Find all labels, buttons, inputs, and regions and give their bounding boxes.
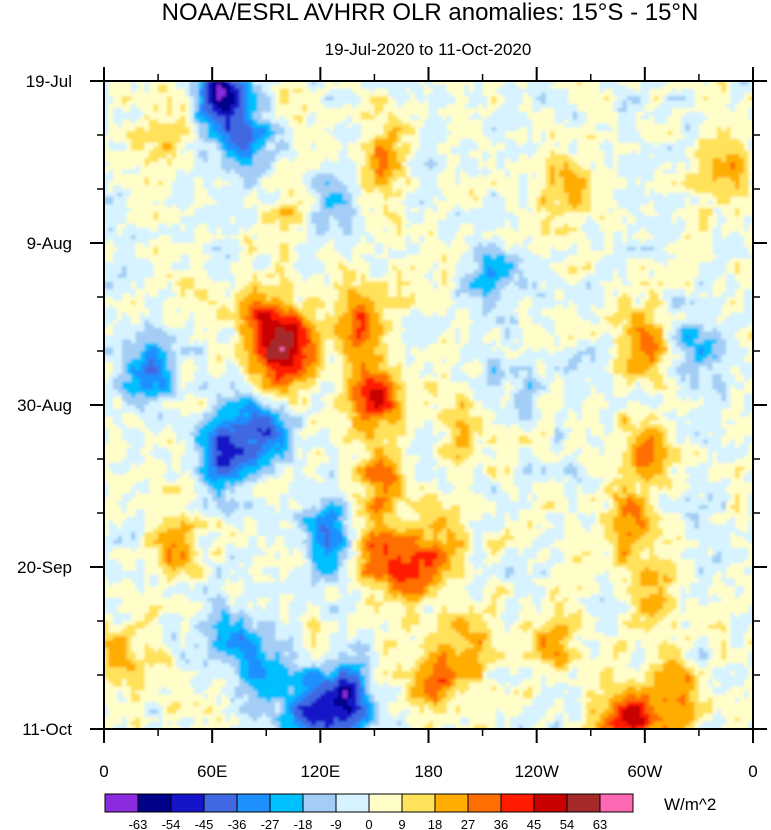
colorbar-swatch — [567, 794, 600, 812]
colorbar-level-label: -9 — [330, 817, 342, 830]
y-tick-label: 19-Jul — [26, 72, 72, 91]
colorbar-level-label: 63 — [593, 817, 607, 830]
colorbar: -63 -54 -45 -36 -27 -18 -9 0 9 18 27 36 45 54 63 — [105, 794, 633, 830]
colorbar-level-label: -54 — [162, 817, 181, 830]
x-tick-label: 0 — [748, 762, 757, 781]
colorbar-level-label: 18 — [428, 817, 442, 830]
colorbar-level-label: -45 — [195, 817, 214, 830]
colorbar-swatch — [105, 794, 138, 812]
colorbar-swatch — [138, 794, 171, 812]
x-tick-label: 0 — [99, 762, 108, 781]
colorbar-swatch — [171, 794, 204, 812]
y-tick-label: 20-Sep — [17, 558, 72, 577]
colorbar-swatch — [600, 794, 633, 812]
hovmoller-chart: 0 60E 120E 180 120W 60W 019-Jul9-Aug30-Aug20-S… — [0, 0, 771, 830]
x-tick-label: 60E — [197, 762, 227, 781]
x-tick-label: 120W — [514, 762, 558, 781]
colorbar-swatch — [336, 794, 369, 812]
colorbar-swatch — [369, 794, 402, 812]
anomaly-field — [104, 81, 754, 730]
colorbar-level-label: 36 — [494, 817, 508, 830]
colorbar-level-label: 45 — [527, 817, 541, 830]
colorbar-units: W/m^2 — [664, 795, 716, 815]
colorbar-level-label: 9 — [398, 817, 405, 830]
colorbar-swatch — [468, 794, 501, 812]
colorbar-swatch — [435, 794, 468, 812]
colorbar-level-label: 54 — [560, 817, 574, 830]
colorbar-level-label: -27 — [261, 817, 280, 830]
colorbar-swatch — [303, 794, 336, 812]
y-tick-label: 30-Aug — [17, 396, 72, 415]
colorbar-swatch — [402, 794, 435, 812]
colorbar-swatch — [270, 794, 303, 812]
colorbar-level-label: 0 — [365, 817, 372, 830]
colorbar-swatch — [204, 794, 237, 812]
x-tick-label: 60W — [627, 762, 662, 781]
colorbar-swatch — [534, 794, 567, 812]
colorbar-level-label: -36 — [228, 817, 247, 830]
colorbar-level-label: -63 — [129, 817, 148, 830]
colorbar-swatch — [501, 794, 534, 812]
y-tick-label: 11-Oct — [22, 720, 72, 739]
y-tick-label: 9-Aug — [27, 234, 72, 253]
x-tick-label: 180 — [414, 762, 442, 781]
colorbar-level-label: -18 — [294, 817, 313, 830]
colorbar-swatch — [237, 794, 270, 812]
x-tick-label: 120E — [300, 762, 340, 781]
colorbar-level-label: 27 — [461, 817, 475, 830]
